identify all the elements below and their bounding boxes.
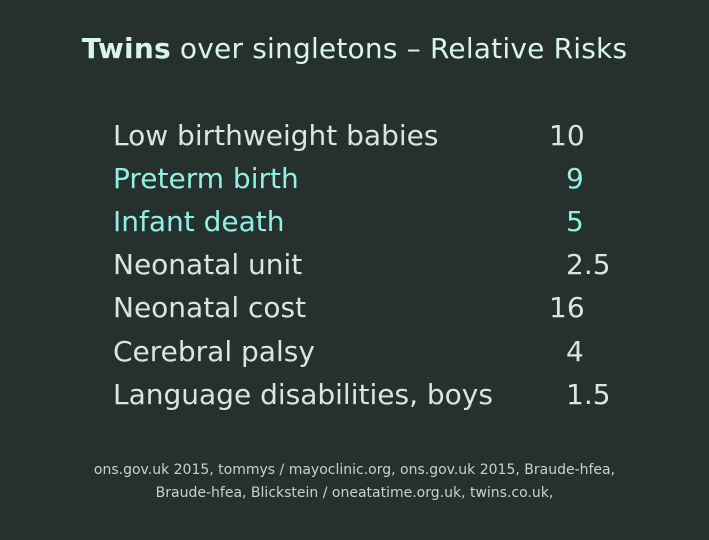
risk-row: Language disabilities, boys 1.5 [0, 378, 709, 418]
risk-row: Preterm birth 9 [0, 162, 709, 202]
risk-row: Cerebral palsy 4 [0, 335, 709, 375]
risk-row: Neonatal unit 2.5 [0, 248, 709, 288]
risk-label: Cerebral palsy [113, 335, 315, 368]
risk-row: Neonatal cost 16 [0, 291, 709, 331]
risk-label: Infant death [113, 205, 285, 238]
slide-title-rest: over singletons – Relative Risks [170, 32, 628, 65]
risk-value: 4 [566, 335, 584, 368]
risk-row: Low birthweight babies 10 [0, 119, 709, 159]
risk-value: 2.5 [566, 248, 611, 281]
risk-label: Neonatal unit [113, 248, 303, 281]
risk-value: 9 [566, 162, 584, 195]
sources-footer: ons.gov.uk 2015, tommys / mayoclinic.org… [0, 459, 709, 505]
risk-label: Language disabilities, boys [113, 378, 493, 411]
slide-title-strong: Twins [81, 32, 171, 65]
slide-title: Twins over singletons – Relative Risks [0, 32, 709, 65]
risk-value: 5 [566, 205, 584, 238]
risk-row: Infant death 5 [0, 205, 709, 245]
risk-label: Neonatal cost [113, 291, 307, 324]
risk-label: Preterm birth [113, 162, 299, 195]
sources-line-2: Braude-hfea, Blickstein / oneatatime.org… [155, 485, 554, 501]
risk-value: 16 [549, 291, 585, 324]
risk-value: 1.5 [566, 378, 611, 411]
sources-line-1: ons.gov.uk 2015, tommys / mayoclinic.org… [93, 462, 616, 478]
risk-label: Low birthweight babies [113, 119, 439, 152]
risk-value: 10 [549, 119, 585, 152]
